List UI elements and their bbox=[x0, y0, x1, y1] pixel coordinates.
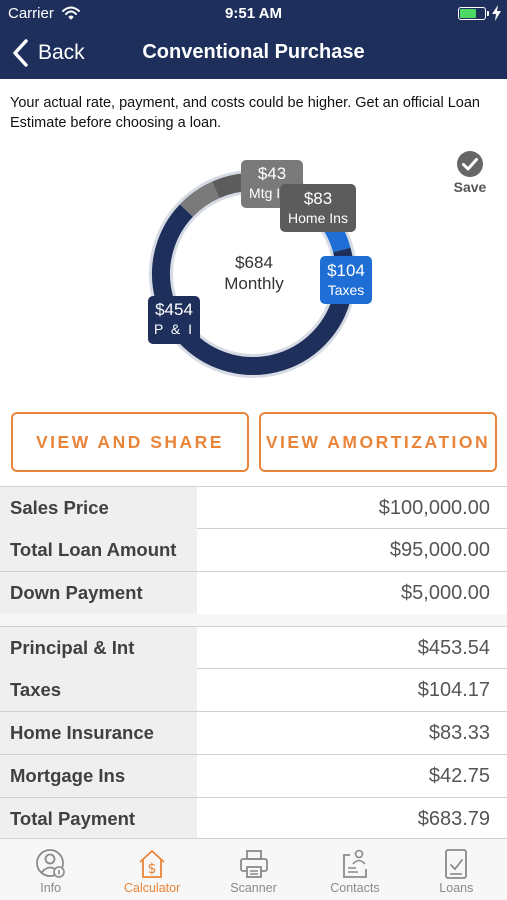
row-value: $5,000.00 bbox=[401, 582, 490, 604]
row-value: $83.33 bbox=[428, 722, 490, 744]
tab-calculator[interactable]: $ Calculator bbox=[101, 839, 202, 900]
table-row: Taxes $104.17 bbox=[0, 669, 507, 712]
row-value: $104.17 bbox=[417, 679, 490, 701]
row-label: Principal & Int bbox=[0, 627, 197, 669]
save-label: Save bbox=[453, 179, 487, 195]
table-row: Total Loan Amount $95,000.00 bbox=[0, 529, 507, 572]
row-label: Total Payment bbox=[0, 798, 197, 840]
contacts-icon bbox=[343, 849, 367, 878]
tab-contacts[interactable]: Contacts bbox=[304, 839, 405, 900]
table-row: Total Payment $683.79 bbox=[0, 798, 507, 841]
view-and-share-button[interactable]: VIEW AND SHARE bbox=[11, 412, 249, 472]
tab-loans[interactable]: Loans bbox=[406, 839, 507, 900]
table-row: Home Insurance $83.33 bbox=[0, 712, 507, 755]
row-label: Mortgage Ins bbox=[0, 755, 197, 797]
chevron-left-icon bbox=[13, 39, 28, 67]
payment-breakdown-table: Principal & Int $453.54 Taxes $104.17 Ho… bbox=[0, 626, 507, 841]
calculator-house-icon: $ bbox=[139, 850, 165, 878]
printer-icon bbox=[239, 850, 268, 878]
tab-info[interactable]: Info bbox=[0, 839, 101, 900]
table-row: Mortgage Ins $42.75 bbox=[0, 755, 507, 798]
carrier-label: Carrier bbox=[8, 5, 54, 22]
navigation-bar: Back Conventional Purchase bbox=[0, 28, 507, 79]
table-row: Sales Price $100,000.00 bbox=[0, 486, 507, 529]
row-value: $453.54 bbox=[417, 637, 490, 659]
tab-bar: Info $ Calculator Scanner Contacts bbox=[0, 838, 507, 900]
row-value: $95,000.00 bbox=[389, 539, 490, 561]
row-label: Home Insurance bbox=[0, 712, 197, 754]
svg-text:$: $ bbox=[148, 861, 157, 877]
back-button[interactable]: Back bbox=[10, 36, 85, 70]
row-value: $683.79 bbox=[417, 808, 490, 830]
section-divider bbox=[0, 614, 507, 626]
table-row: Principal & Int $453.54 bbox=[0, 626, 507, 669]
save-button[interactable]: Save bbox=[450, 150, 490, 198]
callout-label: Taxes bbox=[327, 282, 365, 298]
row-label: Taxes bbox=[0, 669, 197, 711]
wifi-icon bbox=[62, 6, 80, 20]
callout-amount: $104 bbox=[327, 261, 365, 280]
callout-taxes: $104 Taxes bbox=[320, 256, 372, 304]
loan-document-icon bbox=[445, 849, 468, 879]
charging-bolt-icon bbox=[492, 5, 501, 21]
info-person-icon bbox=[35, 849, 65, 878]
donut-slice-mtg-ins bbox=[179, 181, 220, 217]
status-time: 9:51 AM bbox=[225, 5, 282, 22]
view-amortization-button[interactable]: VIEW AMORTIZATION bbox=[259, 412, 497, 472]
checkmark-circle-icon bbox=[457, 151, 483, 177]
table-row: Down Payment $5,000.00 bbox=[0, 572, 507, 615]
back-label: Back bbox=[38, 41, 85, 64]
row-label: Sales Price bbox=[0, 487, 197, 529]
donut-center-amount: $684 bbox=[235, 253, 273, 272]
callout-home-insurance: $83 Home Ins bbox=[280, 184, 356, 232]
donut-slice-p-i bbox=[152, 204, 354, 375]
tab-label: Contacts bbox=[330, 881, 380, 895]
loan-summary-table: Sales Price $100,000.00 Total Loan Amoun… bbox=[0, 486, 507, 615]
tab-label: Calculator bbox=[123, 881, 181, 895]
tab-label: Scanner bbox=[230, 881, 277, 895]
tab-scanner[interactable]: Scanner bbox=[203, 839, 304, 900]
callout-amount: $83 bbox=[303, 189, 333, 208]
row-value: $100,000.00 bbox=[378, 497, 490, 519]
callout-label: Home Ins bbox=[288, 210, 348, 226]
tab-label: Info bbox=[40, 881, 62, 895]
row-label: Down Payment bbox=[0, 572, 197, 614]
callout-label: P & I bbox=[153, 321, 195, 337]
battery-icon bbox=[458, 7, 486, 20]
battery-level bbox=[460, 9, 477, 18]
donut-center-label: Monthly bbox=[224, 274, 284, 293]
battery-cap bbox=[487, 11, 489, 16]
status-bar: Carrier 9:51 AM bbox=[0, 0, 507, 28]
callout-amount: $454 bbox=[155, 300, 193, 319]
disclaimer-text: Your actual rate, payment, and costs cou… bbox=[10, 95, 480, 131]
callout-principal-interest: $454 P & I bbox=[148, 296, 200, 344]
tab-label: Loans bbox=[439, 881, 474, 895]
row-value: $42.75 bbox=[428, 765, 490, 787]
page-title: Conventional Purchase bbox=[142, 41, 365, 63]
callout-amount: $43 bbox=[257, 164, 287, 183]
row-label: Total Loan Amount bbox=[0, 529, 197, 571]
